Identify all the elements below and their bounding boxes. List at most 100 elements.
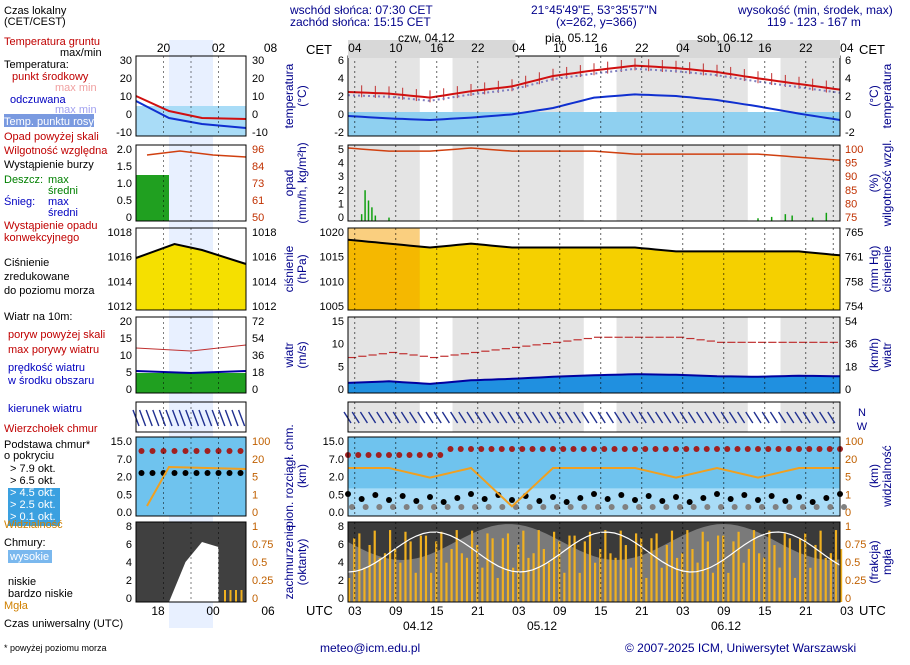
direction-panel-night	[348, 402, 420, 432]
legend-item: średnie	[10, 564, 46, 576]
legend-item: max	[48, 174, 69, 186]
wind-arrow	[646, 411, 655, 424]
hour-top-label: 10	[389, 41, 403, 55]
mini-clouds-right-tick: 1	[252, 489, 258, 501]
hour-bottom-label: 09	[717, 604, 731, 618]
cloud-base-dot-gray	[649, 504, 656, 510]
fog-bar	[532, 553, 535, 602]
hour-bottom-label: 15	[430, 604, 444, 618]
cover-right-tick: 0	[845, 593, 851, 605]
cloud-base-dot-gray	[663, 504, 670, 510]
cloud-top-dot	[744, 446, 751, 452]
fog-bar	[824, 557, 827, 602]
cloud-top-dot	[601, 446, 608, 452]
wind-arrow	[589, 411, 598, 424]
fog-bar	[645, 577, 648, 602]
fog-bar	[512, 567, 515, 602]
legend-item: Ciśnienie	[4, 257, 49, 269]
day-strip-1	[348, 40, 516, 58]
fog-bar	[501, 538, 504, 602]
grid-text: (x=262, y=366)	[556, 15, 637, 29]
wind-arrow	[810, 411, 819, 424]
wind-arrow	[515, 411, 524, 424]
cloud-top-dot	[375, 452, 382, 458]
cloud-top-dot	[406, 452, 413, 458]
cloud-base-dot	[427, 494, 433, 500]
mini-precip-right-tick: 84	[252, 161, 264, 173]
pressure-left-tick: 1010	[320, 276, 344, 288]
fog-bar	[819, 530, 822, 602]
mini-cloud-base-dot	[226, 470, 233, 476]
mini-clouds-left-tick: 7.0	[117, 454, 132, 466]
mini-temp-line	[135, 95, 247, 120]
fog-bar	[619, 530, 622, 602]
precip-left-tick: 1	[338, 198, 344, 210]
cloud-base-dot	[536, 498, 543, 504]
cloud-top-dot	[396, 452, 403, 458]
wind-line	[347, 373, 841, 385]
hour-bottom-label: 21	[471, 604, 485, 618]
mini-cover-left-tick: 8	[126, 521, 132, 533]
cloud-top-dot	[580, 446, 587, 452]
cloud-top-dot	[826, 446, 833, 452]
mini-cloud-top-dot	[138, 448, 145, 454]
pressure-left-tick: 1005	[320, 301, 344, 313]
mini-wind-left-tick: 20	[120, 316, 132, 328]
cloud-top-dot	[621, 446, 628, 452]
fog-bar	[373, 530, 376, 602]
hour-bottom-label: 03	[676, 604, 690, 618]
fog-bar	[635, 533, 638, 602]
wind-axis-label: wiatr	[282, 342, 296, 368]
fog-bar	[763, 557, 766, 602]
mini-temp-left-tick: 0	[126, 109, 132, 121]
precip-left-tick: 0	[338, 212, 344, 224]
cloud-base-dot-gray	[485, 504, 492, 510]
cloud-base-dot	[386, 497, 392, 503]
precip-right-tick: 80	[845, 198, 857, 210]
mini-cover-left-tick: 0	[126, 593, 132, 605]
cloud-top-dot	[427, 452, 433, 458]
legend-item: max/min	[60, 47, 102, 59]
cloud-top-dot	[355, 452, 362, 458]
wind-arrow	[655, 411, 664, 424]
mini-clouds-right-tick: 100	[252, 436, 270, 448]
fog-bar	[660, 567, 663, 602]
wind-arrow	[491, 411, 500, 424]
mini-cloud-top-dot	[171, 448, 178, 454]
fog-bar	[655, 533, 658, 602]
legend-item: max porywy wiatru	[8, 344, 99, 356]
wind-arrow	[392, 411, 401, 424]
legend-item: kierunek wiatru	[8, 403, 82, 415]
fog-bar	[640, 538, 643, 602]
wind-arrow	[720, 411, 729, 424]
fog-bar	[834, 530, 838, 602]
fog-bar	[676, 557, 679, 602]
pressure-axis-label: ciśnienie	[282, 245, 296, 292]
mini-precip-right-tick: 96	[252, 144, 264, 156]
wind-arrow	[712, 411, 721, 424]
fog-bar	[568, 535, 571, 602]
day-label-bottom: 04.12	[403, 619, 433, 633]
mini-humidity-line	[146, 150, 247, 158]
hour-top-label: 22	[799, 41, 813, 55]
fog-bar	[783, 533, 786, 602]
humidity-axis-label: wilgotność wzgl.	[880, 140, 894, 228]
wind-arrow	[663, 411, 672, 424]
precip-right-tick: 85	[845, 185, 857, 197]
fog-bar	[773, 545, 776, 602]
hour-bottom-label: 03	[512, 604, 526, 618]
mini-cover-left-tick: 2	[126, 575, 132, 587]
mini-temp-left-tick: 10	[120, 91, 132, 103]
cloud-base-dot-gray	[376, 504, 383, 510]
wind-arrow	[556, 411, 565, 424]
legend-item: Śnieg:	[4, 195, 35, 208]
legend-item: Temp. punktu rosy	[4, 116, 94, 128]
mini-precip-left-tick: 1.5	[117, 161, 132, 173]
legend-item: (CET/CEST)	[4, 16, 66, 28]
fog-bar	[348, 578, 351, 602]
mini-wind-arrow	[231, 409, 239, 427]
timezone-top-left: CET	[306, 42, 332, 57]
altitude-values: 119 - 123 - 167 m	[767, 15, 861, 29]
wind-kmh-label: (km/h)	[867, 338, 881, 372]
hour-bottom-label: 03	[840, 604, 854, 618]
